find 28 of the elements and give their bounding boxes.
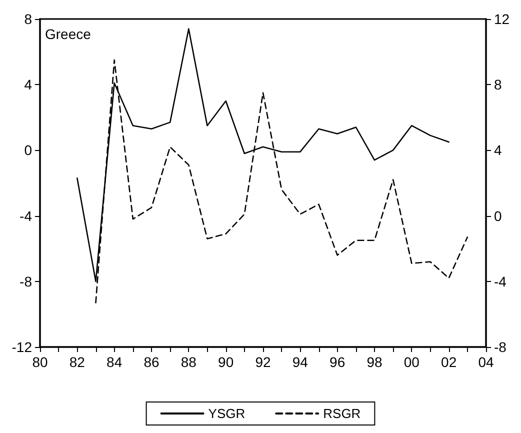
y-tick-label: 8 (24, 11, 32, 27)
y2-tick-label: 4 (494, 142, 502, 158)
y-tick-label: -8 (20, 273, 32, 290)
x-tick-label: 86 (144, 354, 160, 370)
legend-label: RSGR (323, 406, 361, 421)
x-tick-label: 80 (32, 354, 48, 370)
x-tick-label: 02 (441, 354, 457, 370)
y2-tick-label: -4 (494, 273, 507, 290)
x-tick-label: 90 (218, 354, 234, 370)
x-tick-label: 96 (330, 354, 346, 370)
y2-tick-label: 0 (494, 208, 502, 224)
x-tick-label: 84 (106, 354, 122, 370)
y-tick-label: -4 (20, 208, 32, 224)
y-tick-label: 0 (24, 142, 32, 158)
x-tick-label: 82 (69, 354, 86, 370)
x-tick-label: 92 (255, 354, 271, 370)
y2-tick-label: -8 (494, 339, 507, 355)
y-tick-label: 4 (24, 76, 32, 93)
x-tick-label: 04 (478, 354, 494, 370)
y2-tick-label: 8 (494, 76, 502, 93)
x-tick-label: 94 (292, 354, 308, 370)
x-tick-label: 98 (366, 354, 382, 370)
y2-tick-label: 12 (494, 11, 510, 27)
x-tick-label: 88 (180, 354, 197, 370)
y-tick-label: -12 (12, 339, 32, 355)
x-tick-label: 00 (404, 354, 420, 370)
legend-label: YSGR (208, 406, 246, 421)
text: Greece (45, 26, 92, 42)
